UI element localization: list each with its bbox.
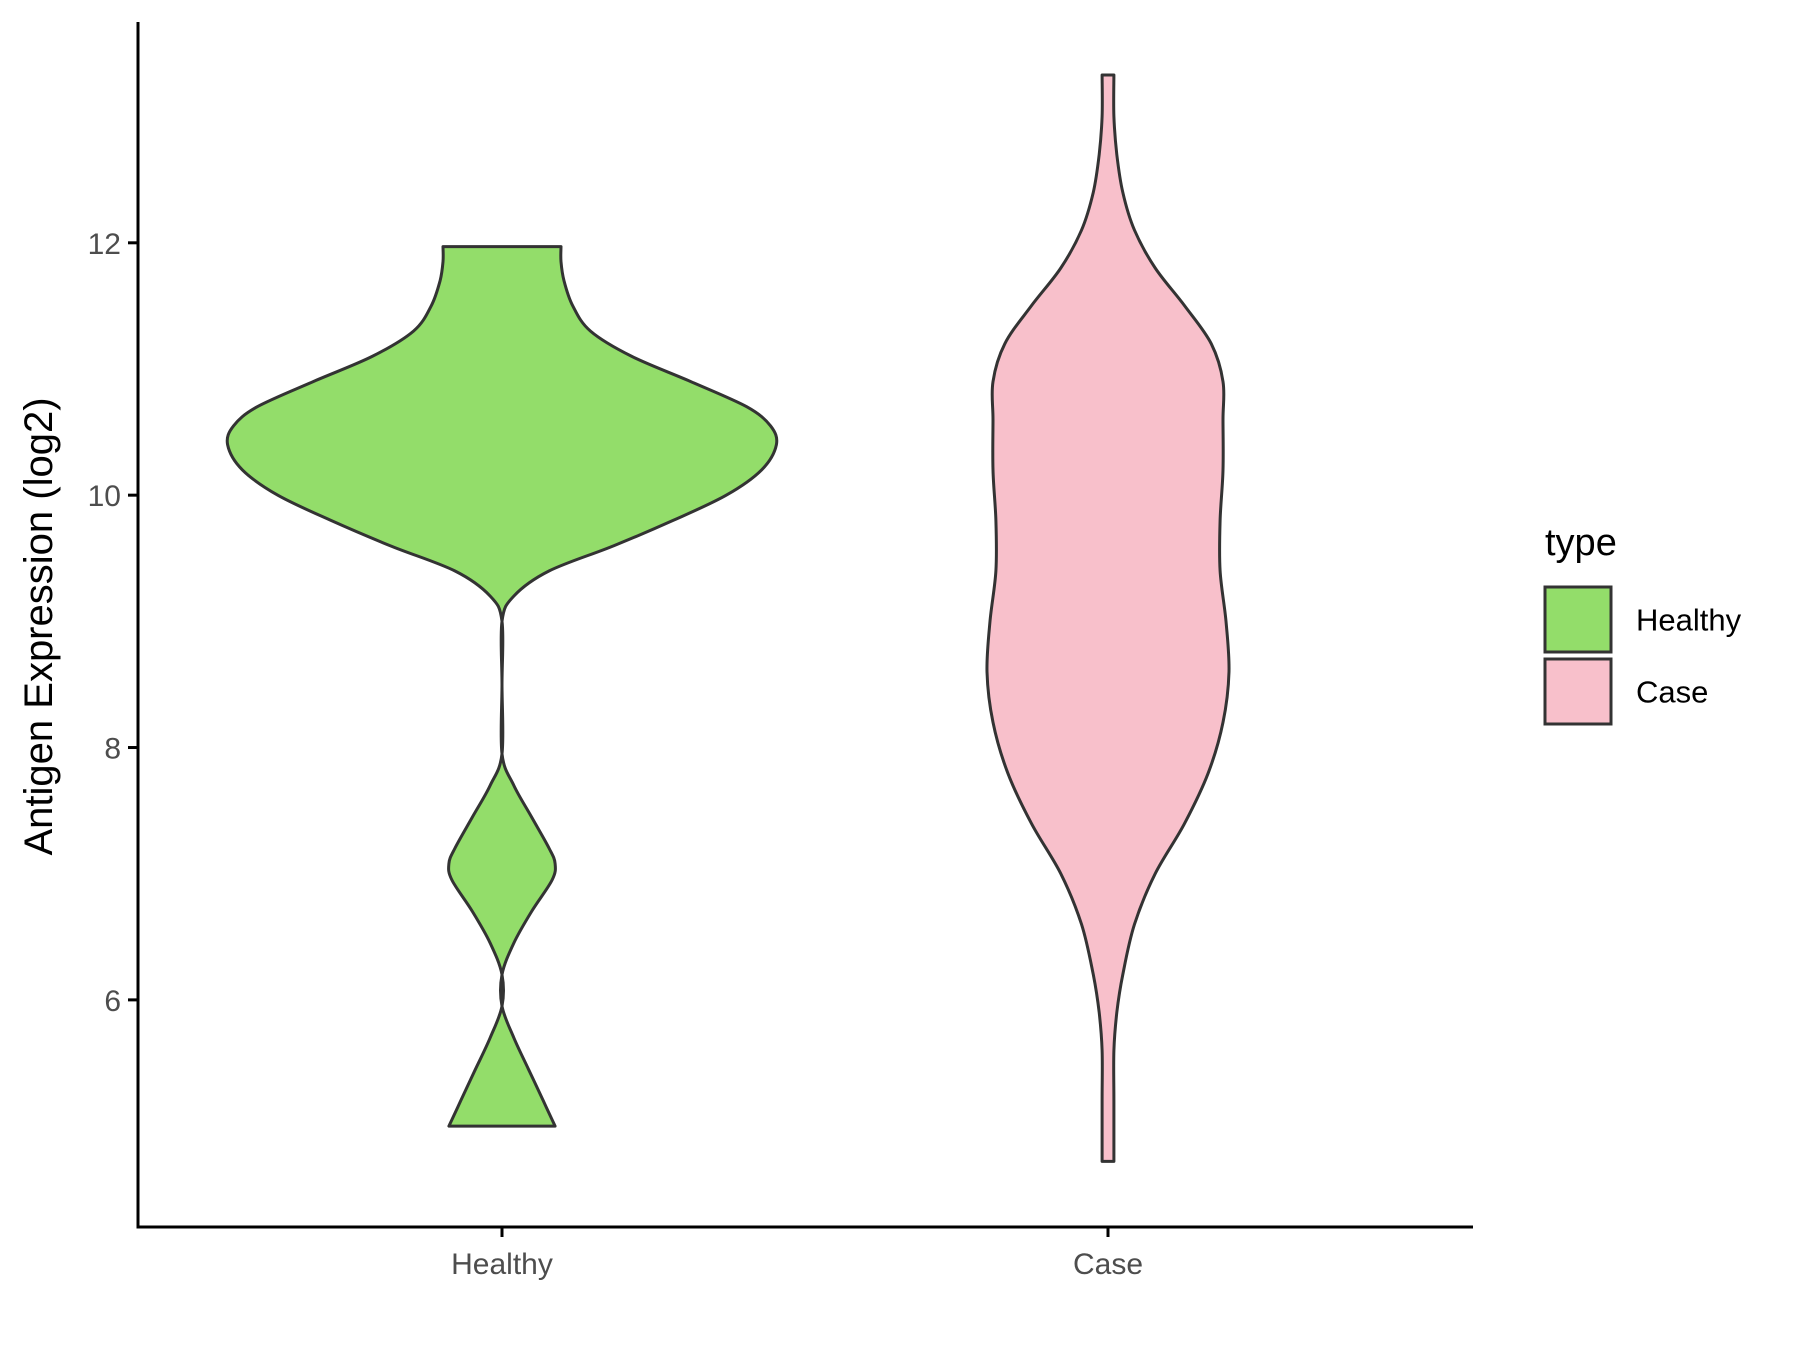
y-tick-label: 8 (104, 733, 121, 766)
legend: type Healthy Case (1543, 522, 1742, 726)
legend-title: type (1545, 522, 1617, 564)
plot-area (225, 73, 1231, 1163)
x-tick-label: Healthy (451, 1248, 553, 1281)
x-tick-label: Case (1073, 1248, 1143, 1281)
legend-label-healthy: Healthy (1636, 603, 1742, 638)
axes (136, 22, 1473, 1229)
legend-label-case: Case (1636, 675, 1708, 710)
legend-key-healthy (1543, 585, 1613, 654)
x-ticks: Healthy Case (451, 1227, 1143, 1281)
legend-key-case (1543, 657, 1613, 726)
violin-case (985, 73, 1231, 1163)
y-axis-title: Antigen Expression (log2) (17, 397, 61, 855)
violin-healthy (225, 245, 779, 1128)
y-tick-label: 6 (104, 985, 121, 1018)
y-tick-label: 12 (88, 228, 121, 261)
y-tick-label: 10 (88, 480, 121, 513)
y-ticks: 6 8 10 12 (88, 228, 138, 1018)
